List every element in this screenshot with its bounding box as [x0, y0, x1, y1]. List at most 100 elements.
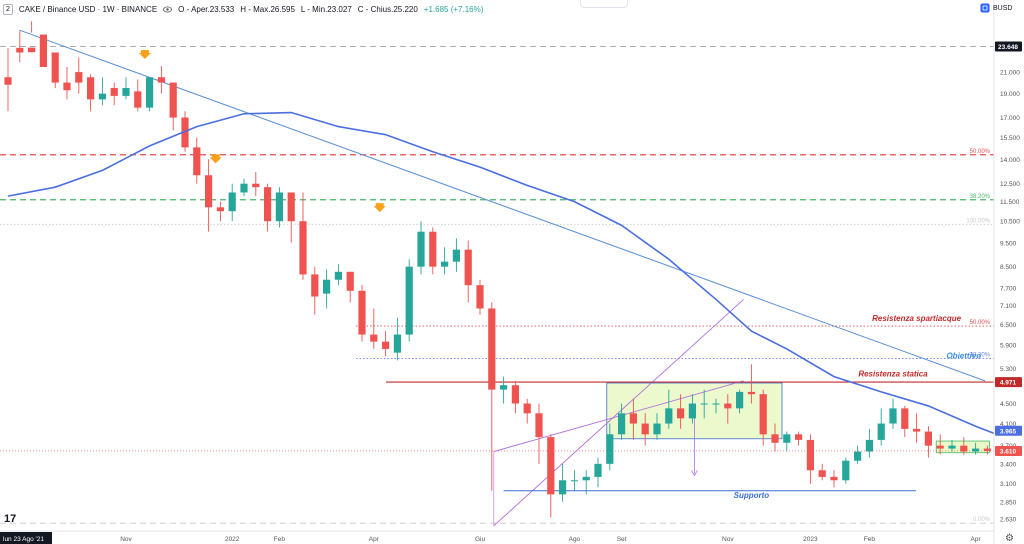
candle	[901, 405, 909, 438]
candle	[500, 376, 508, 404]
candle-body	[358, 290, 366, 335]
candle	[618, 403, 626, 440]
candle-body	[299, 221, 307, 275]
candle	[688, 394, 696, 424]
price-label: 3.965	[1000, 428, 1017, 435]
down-arrow-icon	[138, 50, 151, 60]
x-tick-label: Apr	[971, 536, 982, 543]
candle	[913, 413, 921, 443]
level-label: 38.20%	[970, 352, 991, 358]
candle-body	[28, 47, 36, 53]
candle	[16, 30, 24, 63]
candle	[972, 442, 980, 455]
candle-body	[653, 423, 661, 435]
candle-body	[16, 47, 24, 53]
candle	[63, 67, 71, 100]
candle	[865, 428, 873, 458]
down-arrow-icon	[209, 154, 222, 164]
candle-body	[641, 423, 649, 435]
price-label-bg	[995, 41, 1022, 52]
candle	[452, 238, 460, 272]
candle	[134, 79, 142, 112]
symbol-label[interactable]: CAKE / Binance USD · 1W · BINANCE	[18, 4, 158, 14]
candle-body	[500, 385, 508, 390]
candle-body	[252, 183, 260, 188]
candle	[110, 82, 118, 106]
visibility-eye-icon[interactable]	[163, 5, 173, 14]
candle-body	[51, 52, 59, 83]
candle	[287, 192, 295, 243]
y-tick-label: 12.500	[1000, 181, 1020, 188]
candle	[4, 47, 12, 112]
level-label: 100.00%	[966, 218, 990, 224]
candle-body	[110, 88, 118, 96]
x-tick-label: Nov	[120, 536, 132, 543]
down-arrow-icon	[373, 203, 386, 213]
fibonacci-levels: 50.00% 38.20% 100.00% 50.00% 38.20% 0.00%	[0, 46, 994, 524]
candle	[98, 77, 106, 106]
candle	[370, 308, 378, 349]
candle-body	[983, 448, 991, 451]
x-tick-label: Apr	[369, 536, 380, 543]
timeline-start-label: lun 23 Ago '21	[3, 536, 44, 543]
annotation-label: Obiettivo	[946, 351, 981, 360]
candle-body	[570, 480, 578, 482]
candle	[275, 187, 283, 228]
candle-body	[370, 334, 378, 342]
y-tick-label: 5.300	[1000, 366, 1017, 373]
moving-average-line	[7, 111, 1012, 441]
candle	[570, 470, 578, 491]
candle-body	[216, 207, 224, 212]
candle	[747, 364, 755, 404]
candle	[641, 413, 649, 446]
y-tick-label: 3.400	[1000, 461, 1017, 468]
candle	[382, 331, 390, 357]
candle	[594, 457, 602, 488]
candle-body	[759, 394, 767, 435]
candle-body	[275, 192, 283, 222]
candle	[193, 137, 201, 184]
y-tick-label: 19.000	[1000, 91, 1020, 98]
candle-body	[854, 451, 862, 461]
candle	[169, 82, 177, 131]
y-tick-label: 7.100	[1000, 303, 1017, 310]
candle-body	[594, 463, 602, 477]
currency-selector[interactable]: BUSD	[980, 3, 1012, 13]
candle-body	[818, 470, 826, 477]
annotation-label: Resistenza statica	[858, 370, 928, 379]
candle	[28, 21, 36, 53]
candle-body	[700, 403, 708, 405]
collapse-badge[interactable]: 2	[3, 3, 13, 15]
candle	[736, 389, 744, 414]
candle	[948, 439, 956, 452]
price-label-bg	[995, 425, 1022, 436]
price-label: 23.648	[998, 44, 1018, 51]
settings-gear-icon[interactable]: ⚙	[1005, 533, 1014, 544]
channel-upper	[493, 299, 744, 527]
top-collapse-tab[interactable]	[580, 0, 628, 8]
candle-body	[311, 274, 319, 297]
candle	[806, 434, 814, 484]
x-tick-label: Feb	[864, 536, 876, 543]
candle	[665, 389, 673, 429]
candle-body	[346, 271, 354, 291]
price-label-bg	[995, 445, 1022, 456]
chart-header: 2 CAKE / Binance USD · 1W · BINANCE O - …	[0, 0, 993, 18]
candle-body	[134, 91, 142, 108]
candle-body	[287, 192, 295, 222]
candle	[228, 183, 236, 222]
candle-body	[429, 231, 437, 267]
candle	[464, 240, 472, 303]
candle-body	[771, 434, 779, 443]
candle	[629, 398, 637, 440]
time-axis: lun 23 Ago '21 Nov 2022 Feb Apr Giu Ago Set Nov 2…	[0, 530, 994, 544]
ohlc-change: +1.685 (+7.16%)	[423, 4, 484, 14]
candle-body	[488, 308, 496, 390]
y-tick-label: 10.500	[1000, 219, 1020, 226]
candle-body	[98, 93, 106, 100]
candle-layer	[4, 21, 1012, 518]
candle-body	[972, 448, 980, 452]
candle	[653, 413, 661, 440]
y-tick-label: 3.100	[1000, 481, 1017, 488]
